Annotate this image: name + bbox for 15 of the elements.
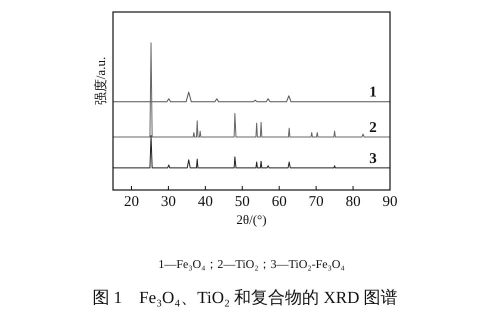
x-tick-label: 20 [124,194,139,210]
x-tick-label: 30 [160,194,176,210]
series-label: 1 [369,84,377,101]
x-tick-label: 60 [272,194,287,210]
y-axis-title: 强度/a.u. [93,56,108,106]
x-tick-label: 70 [308,194,324,210]
x-axis-title: 2θ/(°) [236,212,267,227]
text: 1—Fe₃O₄；2—TiO₂；3—TiO₂-Fe₃O₄ [158,257,345,271]
series-label: 2 [369,120,377,136]
x-tick-label: 90 [382,194,398,210]
series-label: 3 [369,150,377,167]
x-tick-label: 80 [346,194,361,210]
text: 图 1 Fe₃O₄、TiO₂ 和复合物的 XRD 图谱 [92,288,398,307]
x-tick-label: 40 [198,194,213,210]
x-tick-label: 50 [234,194,250,210]
